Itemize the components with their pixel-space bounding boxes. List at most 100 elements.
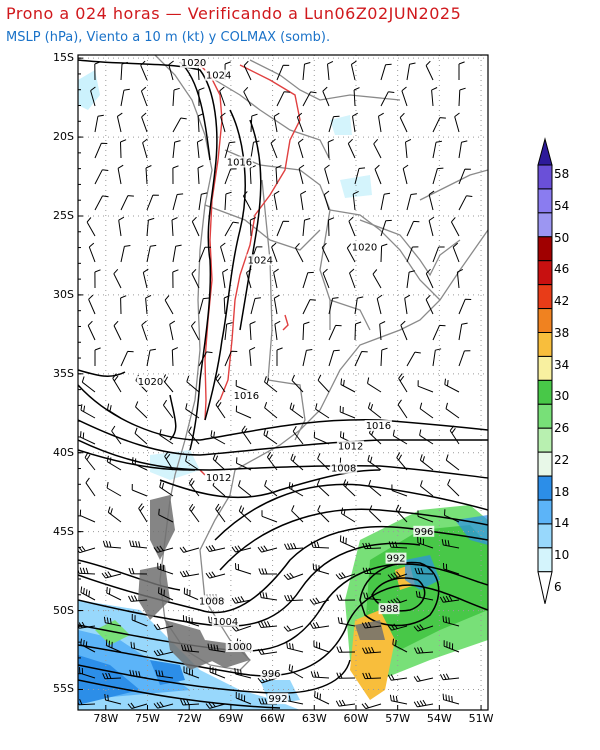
wind-barb: [130, 641, 148, 653]
wind-barb: [188, 477, 200, 497]
wind-barb: [361, 621, 382, 629]
wind-barb: [392, 638, 408, 653]
wind-barb: [197, 165, 204, 185]
wind-barb: [354, 321, 362, 341]
wind-barb: [352, 112, 358, 133]
wind-barb: [372, 269, 382, 289]
wind-barb: [146, 217, 155, 237]
colorbar-swatch: [537, 547, 553, 573]
wind-barb: [362, 646, 382, 654]
wind-barb: [94, 269, 101, 289]
wind-barb: [323, 190, 330, 211]
isobar-label: 996: [414, 527, 433, 538]
isobar-label-bg: [136, 375, 164, 387]
wind-barb: [337, 617, 356, 627]
wind-barb: [458, 140, 468, 159]
wind-barb: [354, 167, 366, 185]
isobar-label-bg: [225, 156, 253, 168]
wind-barb: [291, 374, 304, 393]
wind-barb: [425, 294, 434, 315]
wind-barb: [419, 454, 434, 471]
colorbar-label: 38: [554, 325, 570, 340]
wind-barb: [350, 60, 357, 81]
topography-contour: [194, 59, 301, 476]
wind-barb: [104, 694, 122, 705]
wind-barb: [314, 691, 330, 705]
wind-barb: [458, 61, 465, 80]
wind-barb: [94, 195, 109, 211]
wind-barb: [458, 350, 471, 367]
wind-barb: [164, 451, 174, 471]
wind-barb: [354, 351, 368, 367]
wind-barb: [264, 376, 278, 393]
wind-barb: [328, 297, 339, 315]
wind-barb: [179, 570, 200, 578]
colorbar-swatch: [537, 284, 553, 310]
wind-barb: [80, 431, 96, 445]
wind-barb: [276, 347, 283, 366]
colorbar-swatch: [537, 451, 553, 477]
wind-barb: [246, 268, 252, 289]
wind-barb: [172, 244, 182, 263]
wind-barb: [224, 221, 239, 237]
wind-barb: [442, 693, 460, 705]
wind-barb: [128, 567, 148, 575]
wind-barb: [258, 568, 277, 575]
wind-barb: [380, 347, 388, 367]
wind-barb: [146, 194, 159, 211]
wind-barb: [234, 668, 252, 679]
wind-barb: [346, 243, 356, 263]
colorbar-swatch: [537, 260, 553, 286]
wind-barb: [106, 586, 122, 601]
wind-barb: [387, 623, 408, 631]
wind-barb: [292, 425, 304, 445]
wind-barb: [458, 195, 473, 211]
wind-barb: [257, 675, 278, 684]
wind-barb: [414, 567, 434, 575]
wind-barb: [335, 572, 356, 580]
wind-barb: [432, 348, 442, 367]
wind-barb: [443, 640, 460, 653]
wind-barb: [321, 242, 330, 263]
wind-barb: [397, 399, 408, 419]
wind-barb: [300, 190, 307, 211]
wind-barb: [406, 220, 420, 237]
wind-barb: [205, 571, 226, 579]
wind-barb: [129, 540, 148, 549]
wind-barb: [302, 62, 311, 81]
isobar-label-bg: [329, 462, 358, 474]
wind-barb: [425, 60, 434, 81]
colorbar-label: 22: [554, 452, 570, 467]
wind-barb: [406, 62, 416, 81]
wind-barb: [302, 321, 310, 341]
wind-barb: [328, 217, 335, 237]
wind-barb: [107, 403, 122, 419]
wind-barb: [309, 597, 330, 605]
wind-barb: [113, 320, 122, 341]
colorbar-swatch: [537, 427, 553, 453]
wind-barb: [117, 164, 124, 185]
wind-barb: [348, 216, 356, 237]
wind-barb: [224, 322, 233, 341]
wind-barb: [288, 664, 304, 679]
wind-barb: [302, 91, 317, 107]
wind-barb: [401, 86, 408, 107]
wind-barb: [134, 427, 148, 445]
wind-barb: [140, 86, 148, 107]
wind-barb: [302, 299, 316, 315]
lon-tick-label: 72W: [176, 712, 202, 725]
wind-barb: [235, 405, 252, 419]
wind-barb: [141, 112, 148, 133]
wind-barb: [449, 425, 460, 445]
wind-barb: [219, 86, 226, 107]
wind-barb: [146, 348, 156, 367]
terrain-patches: [138, 495, 385, 670]
wind-barb: [417, 536, 434, 549]
wind-barb: [120, 245, 131, 263]
wind-barb: [322, 86, 330, 107]
wind-barb: [406, 193, 417, 211]
map-title: Prono a 024 horas — Verificando a Lun06Z…: [6, 4, 462, 23]
wind-barb: [313, 431, 330, 445]
wind-barb: [413, 699, 434, 708]
